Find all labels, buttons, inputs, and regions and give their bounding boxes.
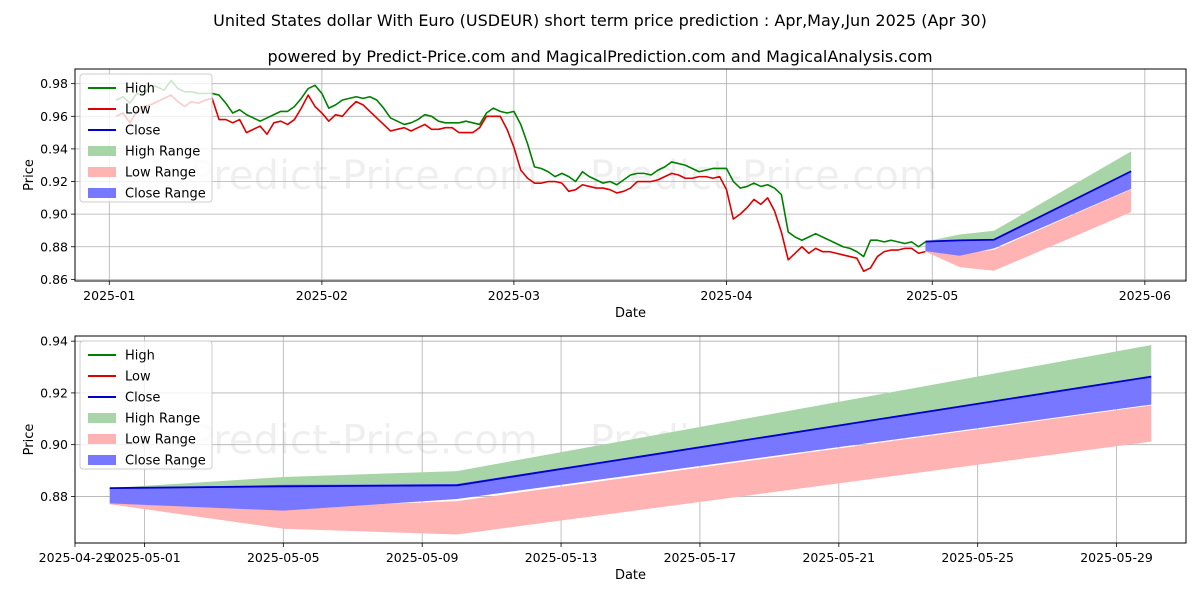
plot-frame [74,68,1187,282]
x-tick-label: 2025-05-17 [664,550,737,565]
low-range-band [109,405,1152,535]
legend-label: High [125,349,155,364]
x-tick-label: 2025-02 [296,288,348,303]
legend-swatch-patch [88,434,116,444]
y-tick-label: 0.88 [40,239,68,254]
y-tick-label: 0.96 [40,109,68,124]
legend-swatch-patch [88,167,116,177]
x-tick-label: 2025-05-25 [941,550,1014,565]
y-tick-label: 0.92 [40,174,68,189]
plot-area [115,79,1132,273]
chart-title: United States dollar With Euro (USDEUR) … [213,11,987,30]
legend-swatch-patch [88,188,116,198]
legend-swatch-patch [88,146,116,156]
legend-swatch-patch [88,455,116,465]
legend-label: Close Range [125,187,206,202]
y-tick-label: 0.86 [40,272,68,287]
watermark-text: Predict-Price.com [190,418,538,464]
close-range-band [109,376,1152,511]
legend-label: Low Range [125,166,196,181]
x-tick-label: 2025-04-29 [39,550,112,565]
legend-label: Low [125,103,151,118]
close-range-band [925,171,1132,256]
legend-label: Close [125,391,160,406]
y-axis-label: Price [22,159,37,191]
x-tick-label: 2025-05-01 [108,550,181,565]
legend-label: Low Range [125,433,196,448]
y-tick-label: 0.94 [40,334,68,349]
legend-swatch-patch [88,413,116,423]
legend-label: Low [125,370,151,385]
chart-subtitle: powered by Predict-Price.com and Magical… [267,47,932,66]
legend-label: Close Range [125,454,206,469]
x-tick-label: 2025-05-09 [386,550,459,565]
y-tick-label: 0.88 [40,489,68,504]
x-axis-label: Date [615,568,646,583]
plot-frame [74,335,1187,544]
close-series-line [109,375,1152,490]
close-series-line [925,170,1132,243]
y-axis-label: Price [22,424,37,456]
x-tick-label: 2025-05-05 [247,550,320,565]
low-series-line [115,94,926,273]
x-axis-label: Date [615,306,646,321]
bottom-chart-panel: Predict-Price.comPredict-Price.com2025-0… [22,334,1187,583]
y-tick-label: 0.98 [40,76,68,91]
legend-label: Close [125,124,160,139]
y-tick-label: 0.92 [40,385,68,400]
legend-label: High [125,82,155,97]
high-series-line [115,79,926,258]
watermark-group: Predict-Price.com Predict-Price.com [190,153,938,199]
x-tick-label: 2025-03 [488,288,540,303]
watermark-text: Predict-Price.com [590,153,938,199]
x-tick-label: 2025-04 [700,288,752,303]
x-tick-label: 2025-01 [83,288,135,303]
x-tick-label: 2025-05-21 [802,550,875,565]
x-tick-label: 2025-05-29 [1080,550,1153,565]
y-tick-label: 0.90 [40,437,68,452]
y-tick-label: 0.90 [40,207,68,222]
watermark-text: Predict-Price.com [190,153,538,199]
low-range-band [925,189,1132,271]
legend-label: High Range [125,412,200,427]
y-tick-label: 0.94 [40,141,68,156]
legend-label: High Range [125,145,200,160]
x-tick-label: 2025-05-13 [525,550,598,565]
plot-area [109,345,1152,535]
x-tick-label: 2025-06 [1119,288,1171,303]
x-tick-label: 2025-05 [906,288,958,303]
top-chart-panel: Predict-Price.com Predict-Price.com 2025-0… [22,68,1187,321]
